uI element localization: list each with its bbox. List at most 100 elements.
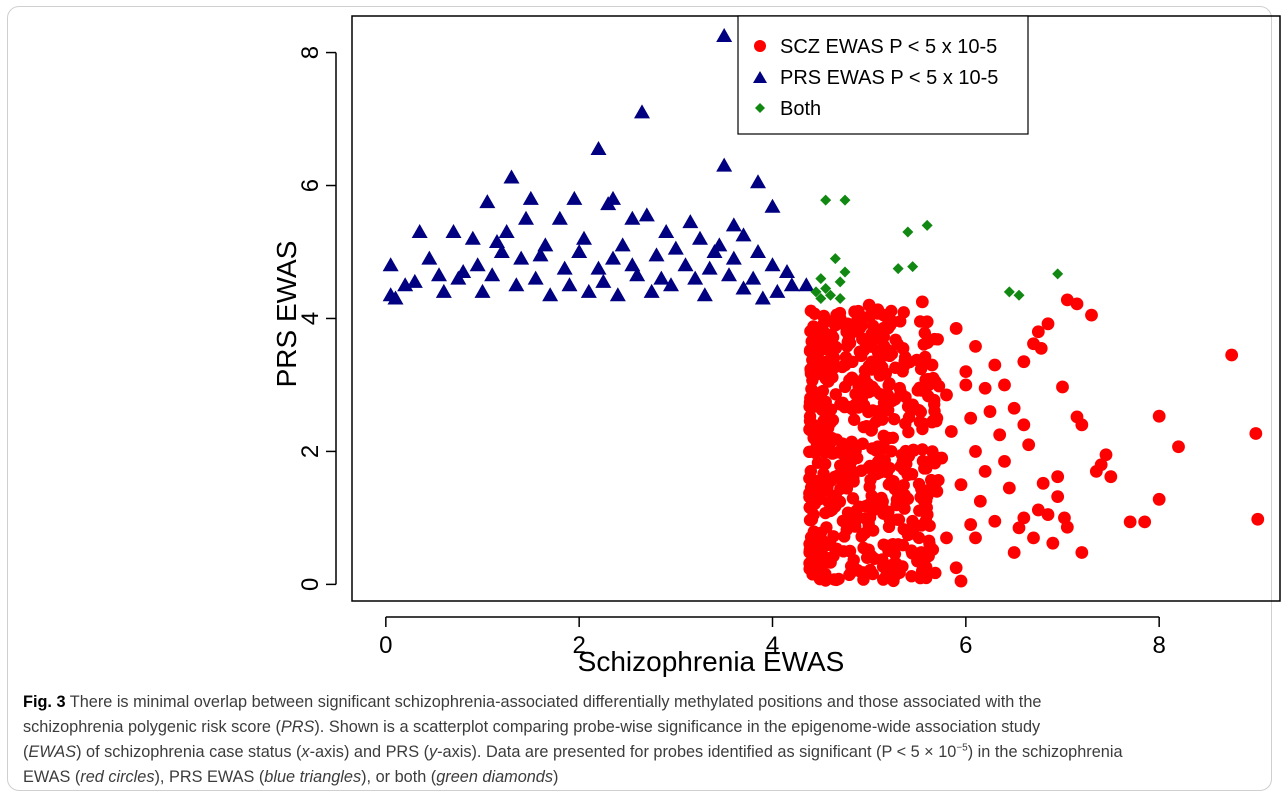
legend-label-both: Both	[780, 98, 821, 120]
prs-point	[725, 250, 742, 265]
scz-point	[883, 461, 896, 475]
x-axis: 0 2 4 6 8	[379, 616, 1166, 659]
prs-point	[445, 224, 462, 239]
prs-point	[682, 214, 699, 229]
scz-point	[922, 549, 935, 563]
caption-line-4: EWAS (red circles), PRS EWAS (blue trian…	[23, 765, 1253, 790]
scz-point	[1031, 503, 1045, 517]
prs-point	[658, 224, 675, 239]
x-axis-label: Schizophrenia EWAS	[578, 646, 845, 677]
legend-marker-prs	[753, 71, 767, 83]
scz-point	[877, 538, 890, 551]
scz-point	[1027, 531, 1040, 545]
scz-point	[834, 459, 847, 472]
scz-point	[920, 508, 934, 521]
prs-point	[754, 290, 771, 305]
scz-point	[889, 361, 902, 374]
scz-point	[827, 530, 840, 543]
scz-point	[853, 322, 866, 335]
series-scz	[803, 293, 1265, 588]
scz-point	[817, 414, 830, 428]
prs-point	[798, 277, 815, 292]
caption-italic: y	[429, 743, 438, 761]
prs-point	[764, 257, 781, 272]
prs-point	[431, 267, 447, 282]
prs-point	[556, 260, 573, 275]
scz-point	[1056, 380, 1069, 394]
scz-point	[867, 498, 881, 512]
y-tick-label: 6	[297, 179, 324, 192]
prs-point	[484, 267, 501, 282]
caption-line-1: Fig. 3 There is minimal overlap between …	[23, 690, 1253, 715]
scz-point	[1089, 464, 1103, 478]
both-point	[839, 266, 851, 278]
prs-point	[735, 227, 752, 242]
scz-point	[881, 343, 894, 356]
both-point	[902, 226, 914, 238]
prs-point	[721, 267, 737, 282]
scz-point	[949, 322, 963, 335]
scz-point	[906, 398, 920, 412]
scz-point	[848, 305, 862, 319]
scz-point	[1075, 546, 1089, 559]
scz-point	[1152, 409, 1166, 423]
scz-point	[894, 315, 907, 328]
scz-point	[969, 531, 982, 545]
scz-point	[872, 350, 885, 364]
scz-point	[862, 298, 876, 312]
scz-point	[889, 333, 902, 346]
scz-point	[921, 489, 934, 503]
scz-point	[835, 447, 848, 460]
scz-point	[1017, 418, 1031, 432]
scz-point	[1070, 297, 1084, 311]
scz-point	[830, 433, 843, 446]
scz-point	[1051, 470, 1065, 484]
scz-point	[840, 482, 854, 495]
scz-point	[869, 444, 883, 457]
caption-italic: PRS	[280, 718, 315, 736]
scz-point	[864, 473, 877, 487]
prs-point	[518, 210, 534, 225]
scz-point	[819, 371, 833, 385]
figure-label: Fig. 3	[23, 693, 66, 711]
prs-point	[527, 270, 544, 285]
scz-point	[868, 552, 881, 565]
scz-point	[915, 564, 929, 578]
scz-point	[983, 405, 997, 418]
scz-point	[872, 332, 886, 345]
both-point	[829, 253, 841, 265]
scz-point	[1172, 440, 1185, 454]
scz-point	[815, 403, 829, 417]
scz-point	[908, 521, 921, 534]
legend-label-scz: SCZ EWAS P < 5 x 10-5	[780, 36, 997, 58]
scz-point	[940, 388, 953, 402]
caption-italic: blue triangles	[264, 768, 362, 786]
scz-point	[855, 464, 868, 477]
scz-point	[928, 393, 941, 407]
scz-point	[877, 308, 891, 322]
scz-point	[845, 371, 859, 384]
scz-point	[959, 378, 973, 392]
prs-point	[677, 257, 694, 272]
scz-point	[1099, 448, 1113, 462]
prs-point	[779, 263, 795, 278]
y-axis-label: PRS EWAS	[271, 241, 302, 388]
prs-point	[624, 210, 641, 225]
scz-point	[829, 388, 842, 401]
both-point	[820, 194, 832, 206]
both-point	[892, 263, 904, 275]
figure-caption: Fig. 3 There is minimal overlap between …	[23, 690, 1253, 790]
scz-point	[803, 445, 816, 459]
y-tick-label: 8	[297, 46, 324, 59]
series-both	[810, 194, 1064, 305]
scz-point	[840, 325, 853, 339]
scz-point	[1070, 410, 1084, 424]
scz-point	[911, 554, 924, 568]
figure-frame	[7, 6, 1272, 791]
scz-point	[954, 478, 968, 492]
caption-line-3: (EWAS) of schizophrenia case status (x-a…	[23, 740, 1253, 765]
both-point	[825, 289, 836, 301]
prs-point	[629, 267, 646, 282]
x-tick-label: 2	[572, 632, 585, 659]
scz-point	[1085, 308, 1098, 322]
